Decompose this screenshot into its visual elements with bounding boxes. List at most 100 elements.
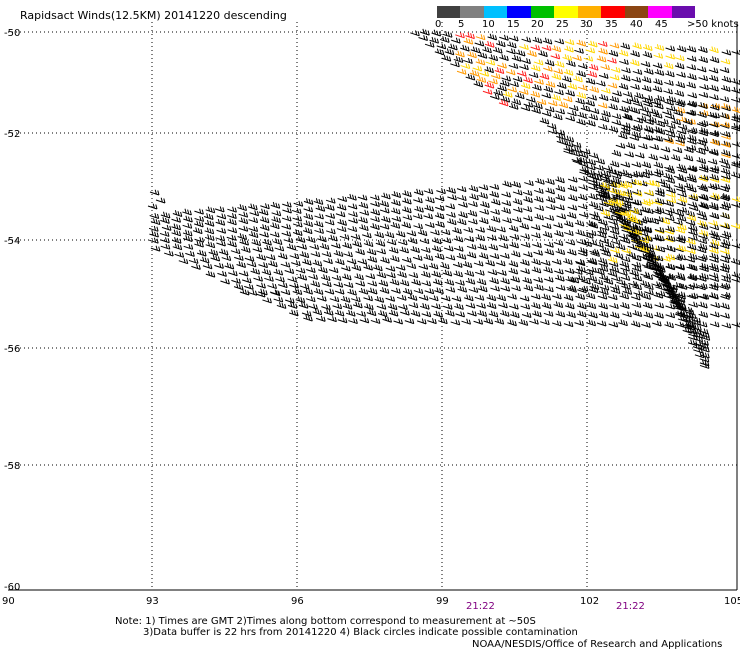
wind-barb <box>451 37 461 44</box>
wind-barb <box>543 276 554 283</box>
wind-barb <box>399 279 410 287</box>
wind-barb <box>224 262 235 270</box>
wind-barb <box>565 276 576 283</box>
wind-barb <box>149 230 159 238</box>
wind-barb <box>476 76 487 83</box>
wind-barb <box>720 282 731 289</box>
wind-barb <box>550 53 561 60</box>
wind-barb <box>681 323 692 330</box>
wind-barb <box>575 229 585 237</box>
wind-barb <box>677 223 687 231</box>
wind-barb <box>463 294 474 302</box>
wind-barb <box>375 239 386 247</box>
lat-label: -60 <box>4 582 20 593</box>
wind-barb <box>597 124 608 131</box>
wind-barb <box>699 163 709 171</box>
wind-barb <box>641 321 651 328</box>
time-label: 21:22 <box>616 601 645 612</box>
wind-barb <box>341 265 351 272</box>
wind-barb <box>446 211 456 218</box>
wind-barb <box>390 255 400 263</box>
wind-barb <box>452 261 463 268</box>
wind-barb <box>720 312 730 319</box>
wind-barb <box>644 242 654 250</box>
wind-barb <box>230 248 241 255</box>
wind-barb <box>399 246 409 254</box>
wind-barb <box>500 277 510 285</box>
wind-barb <box>227 240 237 248</box>
wind-barb <box>424 204 434 212</box>
wind-barb <box>214 206 225 213</box>
wind-barb <box>609 227 620 235</box>
wind-barb <box>551 45 562 53</box>
lon-label: 105 <box>724 596 740 607</box>
wind-barb <box>455 279 465 286</box>
wind-barb <box>401 221 412 229</box>
wind-barb <box>314 227 324 234</box>
wind-barb <box>475 269 485 276</box>
wind-barb <box>441 54 452 62</box>
wind-barb <box>554 60 565 68</box>
wind-barb <box>267 283 277 290</box>
wind-barb <box>530 90 541 98</box>
wind-barb <box>676 186 686 193</box>
wind-barb <box>720 183 731 190</box>
wind-barb <box>600 176 611 183</box>
wind-barb <box>599 288 609 296</box>
wind-barb <box>531 107 541 114</box>
wind-barb <box>479 70 490 77</box>
wind-barb <box>589 108 600 115</box>
wind-barb <box>478 252 489 260</box>
wind-barb <box>629 96 639 104</box>
wind-barb <box>523 215 533 222</box>
wind-barb <box>522 206 533 213</box>
wind-barb <box>271 210 282 217</box>
wind-barb <box>463 226 474 233</box>
wind-barb <box>357 194 368 201</box>
wind-barb <box>607 294 618 301</box>
wind-barb <box>642 44 653 51</box>
wind-barb <box>273 296 284 303</box>
wind-barb <box>499 79 510 87</box>
wind-barb <box>544 241 554 248</box>
wind-barb <box>406 230 417 237</box>
wind-barb <box>337 219 347 226</box>
wind-barb <box>478 184 489 191</box>
wind-barb <box>317 235 327 243</box>
lat-label: -56 <box>4 344 20 355</box>
wind-barb <box>555 274 565 282</box>
wind-barb <box>427 318 437 325</box>
wind-barb <box>644 119 654 125</box>
wind-barb <box>651 98 662 106</box>
wind-barb <box>709 131 719 138</box>
legend-label: 40 <box>630 19 643 30</box>
wind-barb <box>313 288 324 295</box>
wind-barb <box>620 265 630 272</box>
wind-barb <box>512 216 522 223</box>
wind-barb <box>258 262 268 269</box>
wind-barb <box>698 223 709 230</box>
wind-barb <box>601 170 612 178</box>
wind-barb <box>355 280 366 287</box>
wind-barb <box>686 100 697 108</box>
wind-barb <box>710 302 721 309</box>
wind-barb <box>210 254 221 262</box>
wind-barb <box>428 295 439 302</box>
wind-barb <box>632 274 643 282</box>
wind-barb <box>603 177 613 185</box>
wind-barb <box>510 311 520 319</box>
wind-barb <box>731 122 740 130</box>
wind-barb <box>506 48 516 55</box>
wind-barb <box>618 83 629 90</box>
wind-barb <box>568 105 579 112</box>
wind-barb <box>617 132 628 140</box>
wind-barb <box>388 309 399 317</box>
wind-barb <box>688 334 698 341</box>
wind-barb <box>655 127 666 135</box>
wind-barb <box>570 149 581 157</box>
wind-barb <box>455 311 465 318</box>
wind-barb <box>523 76 533 84</box>
wind-barb <box>677 124 688 131</box>
legend-swatch <box>460 6 484 18</box>
wind-barb <box>477 285 488 293</box>
